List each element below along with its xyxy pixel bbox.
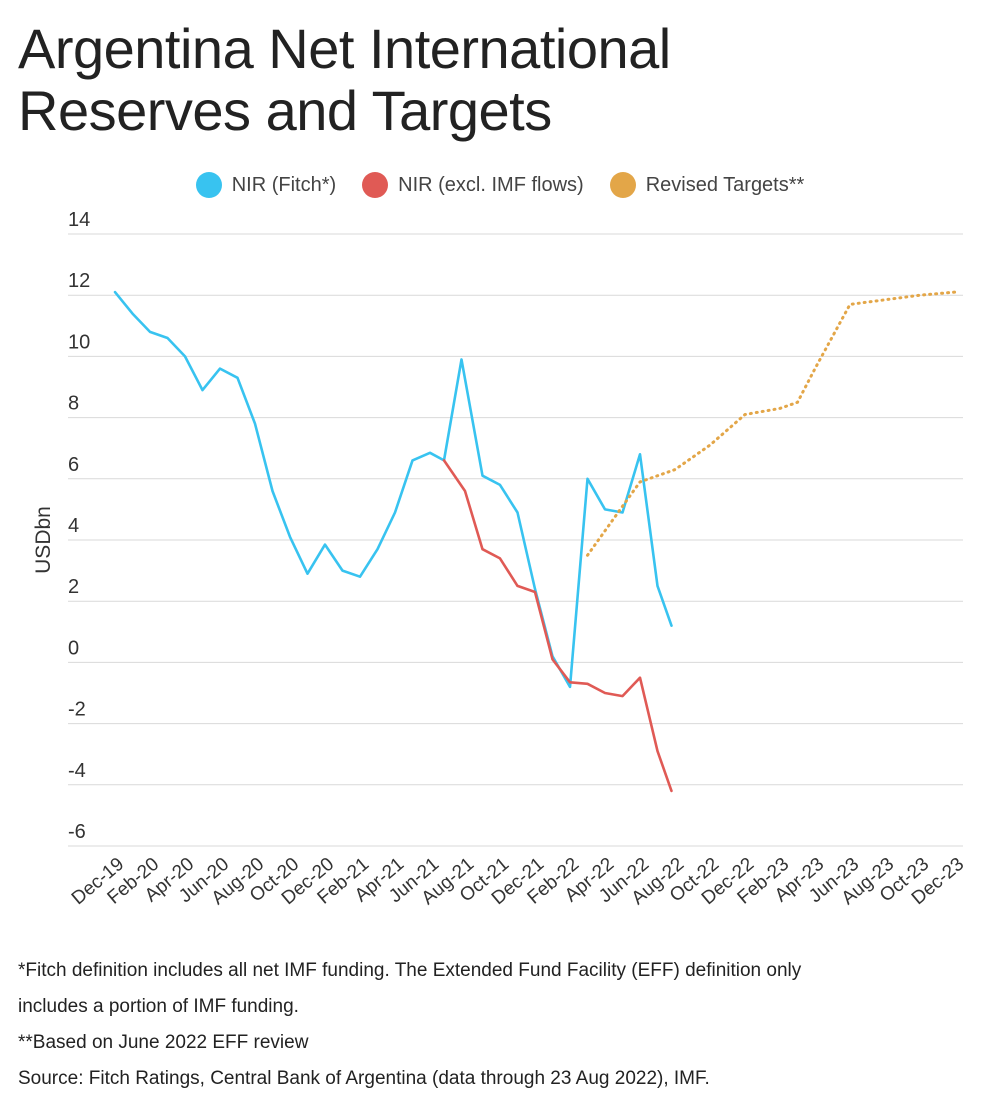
y-tick-label: 4 bbox=[68, 515, 79, 537]
legend-swatch-nir-excl-imf bbox=[362, 172, 389, 198]
legend-swatch-nir-fitch bbox=[195, 172, 222, 198]
y-tick-label: 6 bbox=[68, 454, 79, 476]
x-axis-tick-labels: Dec-19Feb-20Apr-20Jun-20Aug-20Oct-20Dec-… bbox=[68, 854, 968, 909]
line-chart: 14 12 10 8 6 4 2 0 -2 -4 -6 Dec-19Feb-20Apr-20Jun-… bbox=[32, 209, 968, 909]
y-tick-label: 12 bbox=[68, 270, 90, 292]
y-tick-label: -4 bbox=[68, 760, 86, 782]
footnote-eff-review: **Based on June 2022 EFF review bbox=[18, 1032, 309, 1053]
series-line-revised-targets bbox=[586, 290, 957, 557]
y-tick-label: 0 bbox=[68, 637, 79, 659]
footnote-source: Source: Fitch Ratings, Central Bank of A… bbox=[18, 1068, 710, 1089]
footnote-fitch-definition: *Fitch definition includes all net IMF f… bbox=[18, 960, 802, 981]
y-axis-tick-labels: 14 12 10 8 6 4 2 0 -2 -4 -6 bbox=[68, 209, 90, 843]
legend-item-nir-excl-imf: NIR (excl. IMF flows) bbox=[362, 172, 584, 198]
series-line-nir-fitch bbox=[113, 290, 673, 689]
y-tick-label: 14 bbox=[68, 209, 90, 231]
chart-title-line-2: Reserves and Targets bbox=[18, 79, 552, 142]
chart-title-line-1: Argentina Net International bbox=[18, 17, 671, 80]
y-tick-label: 8 bbox=[68, 393, 79, 415]
chart-title: Argentina Net International Reserves and… bbox=[18, 18, 978, 142]
footnote-fitch-definition-cont: includes a portion of IMF funding. bbox=[18, 996, 299, 1017]
y-tick-label: 10 bbox=[68, 331, 90, 353]
legend-swatch-revised-targets bbox=[609, 172, 636, 198]
y-tick-label: 2 bbox=[68, 576, 79, 598]
gridlines bbox=[68, 233, 963, 847]
legend-item-revised-targets: Revised Targets** bbox=[609, 172, 805, 198]
series-line-nir-excl-imf bbox=[442, 459, 673, 793]
legend-label-nir-excl-imf: NIR (excl. IMF flows) bbox=[398, 173, 584, 196]
y-axis-label: USDbn bbox=[32, 506, 55, 574]
footnotes: *Fitch definition includes all net IMF f… bbox=[18, 953, 988, 1097]
legend-label-revised-targets: Revised Targets** bbox=[645, 173, 805, 196]
legend-label-nir-fitch: NIR (Fitch*) bbox=[231, 173, 337, 196]
series-lines bbox=[113, 290, 957, 793]
y-tick-label: -6 bbox=[68, 821, 86, 843]
chart-legend: NIR (Fitch*) NIR (excl. IMF flows) Revis… bbox=[0, 170, 1000, 200]
legend-item-nir-fitch: NIR (Fitch*) bbox=[195, 172, 337, 198]
y-tick-label: -2 bbox=[68, 699, 86, 721]
